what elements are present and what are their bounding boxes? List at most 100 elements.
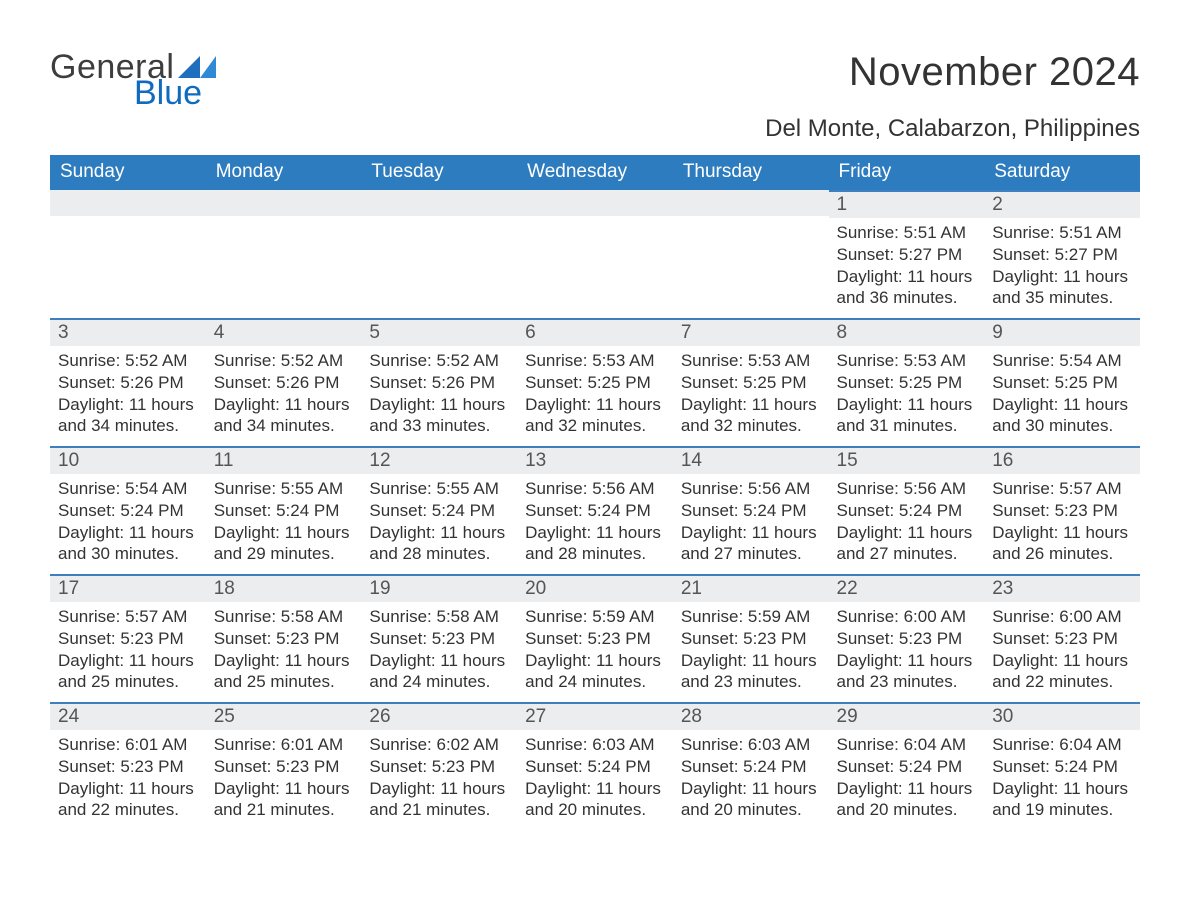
calendar-cell: 11Sunrise: 5:55 AMSunset: 5:24 PMDayligh… xyxy=(206,446,362,574)
sunrise-line: Sunrise: 5:56 AM xyxy=(681,478,821,500)
calendar-week-row: 24Sunrise: 6:01 AMSunset: 5:23 PMDayligh… xyxy=(50,702,1140,830)
day-body: Sunrise: 5:58 AMSunset: 5:23 PMDaylight:… xyxy=(361,602,517,699)
daylight-line: Daylight: 11 hours and 21 minutes. xyxy=(369,778,509,822)
day-strip-empty xyxy=(206,190,362,216)
daylight-line: Daylight: 11 hours and 31 minutes. xyxy=(837,394,977,438)
sunrise-line: Sunrise: 5:52 AM xyxy=(58,350,198,372)
daylight-line: Daylight: 11 hours and 26 minutes. xyxy=(992,522,1132,566)
sunrise-line: Sunrise: 5:55 AM xyxy=(214,478,354,500)
day-body: Sunrise: 5:52 AMSunset: 5:26 PMDaylight:… xyxy=(50,346,206,443)
sunrise-line: Sunrise: 6:04 AM xyxy=(837,734,977,756)
sunset-line: Sunset: 5:26 PM xyxy=(58,372,198,394)
day-number: 16 xyxy=(984,446,1140,474)
calendar-cell: 8Sunrise: 5:53 AMSunset: 5:25 PMDaylight… xyxy=(829,318,985,446)
day-body: Sunrise: 5:52 AMSunset: 5:26 PMDaylight:… xyxy=(361,346,517,443)
sunrise-line: Sunrise: 6:01 AM xyxy=(58,734,198,756)
day-number: 27 xyxy=(517,702,673,730)
day-body: Sunrise: 5:51 AMSunset: 5:27 PMDaylight:… xyxy=(829,218,985,315)
sunrise-line: Sunrise: 5:57 AM xyxy=(992,478,1132,500)
day-body: Sunrise: 5:56 AMSunset: 5:24 PMDaylight:… xyxy=(673,474,829,571)
sunrise-line: Sunrise: 5:52 AM xyxy=(369,350,509,372)
calendar-cell: 6Sunrise: 5:53 AMSunset: 5:25 PMDaylight… xyxy=(517,318,673,446)
day-number: 23 xyxy=(984,574,1140,602)
calendar-cell: 15Sunrise: 5:56 AMSunset: 5:24 PMDayligh… xyxy=(829,446,985,574)
sunset-line: Sunset: 5:23 PM xyxy=(214,756,354,778)
calendar-cell: 30Sunrise: 6:04 AMSunset: 5:24 PMDayligh… xyxy=(984,702,1140,830)
day-body: Sunrise: 6:00 AMSunset: 5:23 PMDaylight:… xyxy=(984,602,1140,699)
day-number: 30 xyxy=(984,702,1140,730)
day-body: Sunrise: 5:59 AMSunset: 5:23 PMDaylight:… xyxy=(673,602,829,699)
sunrise-line: Sunrise: 5:51 AM xyxy=(992,222,1132,244)
daylight-line: Daylight: 11 hours and 35 minutes. xyxy=(992,266,1132,310)
weekday-header: Sunday xyxy=(50,155,206,190)
daylight-line: Daylight: 11 hours and 34 minutes. xyxy=(58,394,198,438)
sunset-line: Sunset: 5:25 PM xyxy=(992,372,1132,394)
calendar-cell: 17Sunrise: 5:57 AMSunset: 5:23 PMDayligh… xyxy=(50,574,206,702)
day-body: Sunrise: 6:01 AMSunset: 5:23 PMDaylight:… xyxy=(50,730,206,827)
daylight-line: Daylight: 11 hours and 27 minutes. xyxy=(681,522,821,566)
sunset-line: Sunset: 5:23 PM xyxy=(837,628,977,650)
daylight-line: Daylight: 11 hours and 22 minutes. xyxy=(992,650,1132,694)
calendar-cell: 5Sunrise: 5:52 AMSunset: 5:26 PMDaylight… xyxy=(361,318,517,446)
sunrise-line: Sunrise: 6:02 AM xyxy=(369,734,509,756)
day-number: 3 xyxy=(50,318,206,346)
sunset-line: Sunset: 5:25 PM xyxy=(525,372,665,394)
weekday-header: Friday xyxy=(829,155,985,190)
brand-word-blue: Blue xyxy=(134,76,216,110)
sunset-line: Sunset: 5:23 PM xyxy=(214,628,354,650)
day-body: Sunrise: 5:57 AMSunset: 5:23 PMDaylight:… xyxy=(984,474,1140,571)
daylight-line: Daylight: 11 hours and 34 minutes. xyxy=(214,394,354,438)
day-body: Sunrise: 5:53 AMSunset: 5:25 PMDaylight:… xyxy=(517,346,673,443)
brand-logo: General Blue xyxy=(50,50,216,110)
day-number: 19 xyxy=(361,574,517,602)
day-number: 26 xyxy=(361,702,517,730)
sunrise-line: Sunrise: 6:01 AM xyxy=(214,734,354,756)
sunset-line: Sunset: 5:24 PM xyxy=(525,756,665,778)
day-number: 11 xyxy=(206,446,362,474)
sunrise-line: Sunrise: 5:58 AM xyxy=(214,606,354,628)
sunrise-line: Sunrise: 6:04 AM xyxy=(992,734,1132,756)
day-body: Sunrise: 5:53 AMSunset: 5:25 PMDaylight:… xyxy=(829,346,985,443)
daylight-line: Daylight: 11 hours and 30 minutes. xyxy=(992,394,1132,438)
calendar-cell xyxy=(517,190,673,318)
daylight-line: Daylight: 11 hours and 23 minutes. xyxy=(837,650,977,694)
calendar-week-row: 10Sunrise: 5:54 AMSunset: 5:24 PMDayligh… xyxy=(50,446,1140,574)
day-strip-empty xyxy=(361,190,517,216)
daylight-line: Daylight: 11 hours and 20 minutes. xyxy=(837,778,977,822)
calendar-cell: 12Sunrise: 5:55 AMSunset: 5:24 PMDayligh… xyxy=(361,446,517,574)
daylight-line: Daylight: 11 hours and 36 minutes. xyxy=(837,266,977,310)
sunset-line: Sunset: 5:24 PM xyxy=(837,500,977,522)
daylight-line: Daylight: 11 hours and 32 minutes. xyxy=(525,394,665,438)
calendar-week-row: 3Sunrise: 5:52 AMSunset: 5:26 PMDaylight… xyxy=(50,318,1140,446)
day-number: 1 xyxy=(829,190,985,218)
day-body: Sunrise: 5:55 AMSunset: 5:24 PMDaylight:… xyxy=(206,474,362,571)
calendar-body: 1Sunrise: 5:51 AMSunset: 5:27 PMDaylight… xyxy=(50,190,1140,830)
calendar-cell: 26Sunrise: 6:02 AMSunset: 5:23 PMDayligh… xyxy=(361,702,517,830)
daylight-line: Daylight: 11 hours and 21 minutes. xyxy=(214,778,354,822)
sunset-line: Sunset: 5:23 PM xyxy=(58,628,198,650)
day-number: 15 xyxy=(829,446,985,474)
calendar-cell: 22Sunrise: 6:00 AMSunset: 5:23 PMDayligh… xyxy=(829,574,985,702)
sunrise-line: Sunrise: 5:59 AM xyxy=(681,606,821,628)
calendar-cell: 21Sunrise: 5:59 AMSunset: 5:23 PMDayligh… xyxy=(673,574,829,702)
day-number: 24 xyxy=(50,702,206,730)
sunset-line: Sunset: 5:25 PM xyxy=(837,372,977,394)
day-body: Sunrise: 5:51 AMSunset: 5:27 PMDaylight:… xyxy=(984,218,1140,315)
calendar-week-row: 17Sunrise: 5:57 AMSunset: 5:23 PMDayligh… xyxy=(50,574,1140,702)
sunrise-line: Sunrise: 6:03 AM xyxy=(525,734,665,756)
sunset-line: Sunset: 5:27 PM xyxy=(992,244,1132,266)
day-body: Sunrise: 6:04 AMSunset: 5:24 PMDaylight:… xyxy=(829,730,985,827)
day-body: Sunrise: 6:03 AMSunset: 5:24 PMDaylight:… xyxy=(517,730,673,827)
calendar-cell: 4Sunrise: 5:52 AMSunset: 5:26 PMDaylight… xyxy=(206,318,362,446)
sunrise-line: Sunrise: 5:57 AM xyxy=(58,606,198,628)
daylight-line: Daylight: 11 hours and 25 minutes. xyxy=(214,650,354,694)
calendar-cell: 23Sunrise: 6:00 AMSunset: 5:23 PMDayligh… xyxy=(984,574,1140,702)
daylight-line: Daylight: 11 hours and 24 minutes. xyxy=(369,650,509,694)
weekday-header: Saturday xyxy=(984,155,1140,190)
sunrise-line: Sunrise: 5:53 AM xyxy=(525,350,665,372)
day-body: Sunrise: 6:01 AMSunset: 5:23 PMDaylight:… xyxy=(206,730,362,827)
daylight-line: Daylight: 11 hours and 23 minutes. xyxy=(681,650,821,694)
weekday-header: Tuesday xyxy=(361,155,517,190)
calendar-cell: 18Sunrise: 5:58 AMSunset: 5:23 PMDayligh… xyxy=(206,574,362,702)
calendar-cell: 25Sunrise: 6:01 AMSunset: 5:23 PMDayligh… xyxy=(206,702,362,830)
